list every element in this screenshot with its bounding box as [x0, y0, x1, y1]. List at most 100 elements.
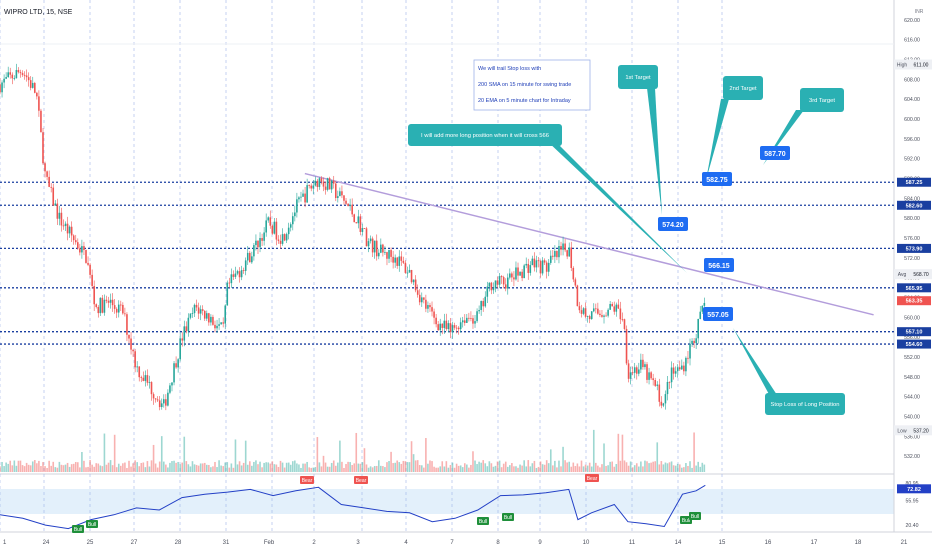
volume-bar	[291, 461, 294, 472]
volume-bar	[308, 467, 310, 472]
bull-signal-label: Bull	[88, 522, 96, 528]
volume-bar	[97, 463, 100, 472]
candle-body	[81, 246, 83, 253]
volume-bar	[388, 461, 390, 472]
price-axis-tick: 576.00	[904, 236, 920, 242]
last-price-value: 563.35	[906, 299, 923, 305]
volume-bar	[535, 467, 538, 472]
volume-bar	[572, 462, 575, 472]
candle-body	[193, 304, 196, 314]
volume-bar	[607, 465, 609, 472]
volume-bar	[160, 436, 163, 472]
volume-bar	[244, 440, 247, 472]
candle-body	[120, 304, 122, 306]
candle-body	[525, 263, 528, 266]
volume-bar	[554, 460, 556, 472]
candle-body	[666, 381, 669, 395]
volume-bar	[7, 463, 9, 472]
price-target-tag[interactable]	[703, 307, 733, 321]
volume-bar	[220, 465, 222, 472]
volume-bar	[439, 466, 442, 472]
target3-callout-box[interactable]	[800, 88, 844, 112]
volume-bar	[472, 451, 474, 472]
volume-bar	[142, 462, 145, 472]
volume-bar	[23, 466, 26, 472]
candle-body	[603, 315, 605, 317]
candle-body	[89, 264, 91, 275]
candle-body	[210, 316, 212, 323]
volume-bar	[128, 460, 130, 472]
volume-bar	[34, 460, 36, 472]
candle-body	[203, 310, 206, 319]
volume-bar	[11, 465, 14, 472]
volume-bar	[95, 463, 98, 472]
strategy-note-line: 200 SMA on 15 minute for swing trade	[478, 82, 571, 88]
candle-body	[46, 171, 48, 177]
candle-body	[253, 245, 255, 257]
candle-body	[447, 323, 450, 330]
volume-bar	[375, 465, 378, 472]
candle-body	[152, 394, 155, 399]
candle-body	[300, 196, 302, 198]
candle-body	[7, 72, 9, 78]
volume-bar	[77, 462, 79, 472]
price-target-label: 557.05	[707, 312, 729, 319]
volume-bar	[656, 442, 659, 472]
price-target-tag[interactable]	[702, 172, 732, 186]
candle-body	[29, 80, 32, 88]
candle-body	[658, 384, 661, 402]
bear-signal-badge	[300, 476, 314, 484]
candle-body	[42, 132, 44, 164]
volume-bar	[134, 460, 136, 472]
volume-bar	[685, 463, 687, 472]
candle-body	[572, 267, 575, 280]
candle-body	[564, 243, 566, 251]
volume-bar	[281, 462, 284, 472]
candle-body	[208, 313, 210, 323]
volume-bar	[599, 467, 601, 472]
candle-body	[283, 234, 286, 241]
volume-bar	[316, 437, 319, 472]
volume-bar	[85, 467, 87, 472]
bull-signal-label: Bull	[479, 519, 487, 525]
candle-body	[414, 279, 417, 291]
volume-bar	[177, 461, 179, 472]
time-axis-label: 11	[629, 540, 636, 546]
stop-loss-callout-box[interactable]	[765, 393, 845, 415]
rsi-axis-tick: 20.40	[906, 523, 919, 529]
volume-bar	[511, 463, 513, 472]
volume-bar	[547, 463, 550, 472]
price-target-tag[interactable]	[760, 146, 790, 160]
volume-bar	[609, 461, 611, 472]
candle-body	[31, 82, 34, 88]
price-target-tag[interactable]	[704, 258, 734, 272]
candle-body	[238, 271, 241, 278]
descending-trendline[interactable]	[304, 172, 874, 316]
volume-bar	[498, 460, 501, 472]
rsi-band	[0, 489, 894, 514]
volume-bar	[150, 460, 153, 472]
price-target-tag[interactable]	[658, 217, 688, 231]
candle-body	[107, 300, 110, 303]
volume-bar	[455, 463, 458, 472]
target2-callout-box[interactable]	[723, 76, 763, 100]
candle-body	[134, 351, 136, 368]
volume-bar	[13, 460, 16, 472]
candle-body	[676, 367, 679, 372]
candle-body	[597, 308, 599, 314]
volume-bar	[189, 466, 192, 472]
volume-bar	[263, 462, 265, 472]
volume-bar	[355, 432, 358, 472]
candle-body	[433, 311, 435, 318]
volume-bar	[697, 461, 699, 472]
price-axis-tick: 560.00	[904, 315, 920, 321]
candle-body	[44, 163, 46, 172]
add-more-callout-box[interactable]	[408, 124, 562, 146]
price-axis-tick: 540.00	[904, 414, 920, 420]
candle-body	[230, 274, 233, 284]
time-axis-label: 8	[496, 540, 500, 546]
target1-callout-box[interactable]	[618, 65, 658, 89]
candle-body	[99, 297, 102, 314]
candle-body	[242, 270, 245, 271]
